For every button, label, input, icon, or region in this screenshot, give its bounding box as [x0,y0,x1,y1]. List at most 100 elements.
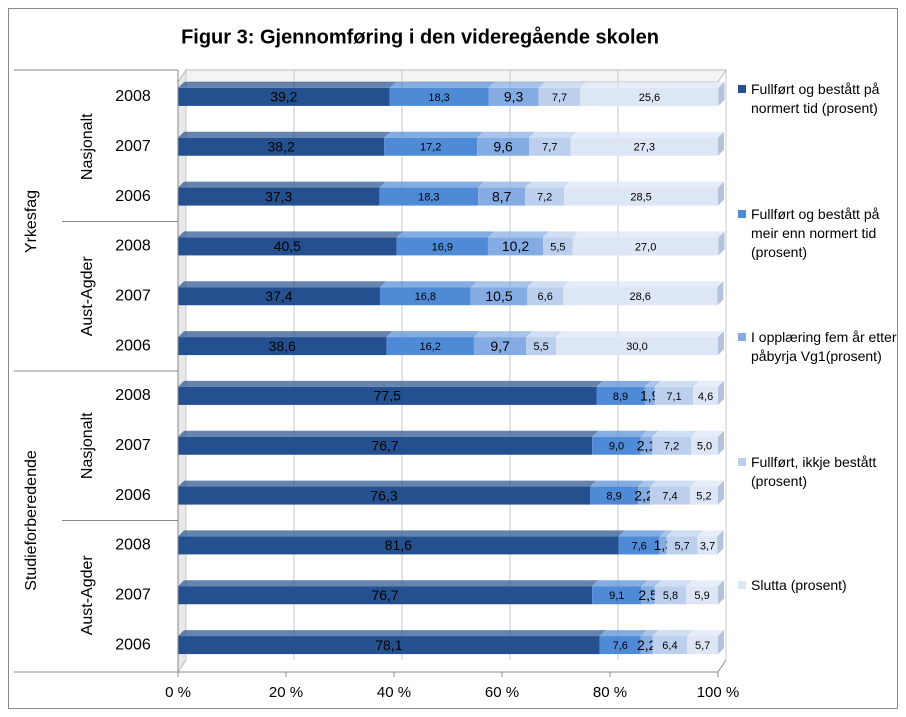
legend-swatch [738,333,746,341]
category-label: 2006 [115,337,151,354]
bar [686,586,718,605]
bar-top [178,231,403,238]
bar-top [689,480,724,487]
bar [396,237,488,256]
bar-top [538,81,587,88]
value-label: 5,7 [674,540,689,552]
bar [570,137,718,156]
value-label: 2,5 [638,587,658,603]
bar-top [527,281,570,288]
bar-top [529,131,577,138]
bar-top [526,331,562,338]
bar-top [659,530,673,537]
bar-top [640,630,659,637]
bar [599,636,641,655]
value-label: 5,9 [694,590,709,602]
bar [525,187,565,206]
value-label: 5,2 [696,490,711,502]
bar [487,237,544,256]
bar [526,337,556,356]
category-label: 2007 [115,138,151,155]
value-label: 5,8 [663,590,678,602]
bar [178,237,397,256]
subgroup-label: Aust-Agder [79,555,96,636]
bar [470,287,528,306]
bar [379,187,479,206]
category-label: 2008 [115,537,151,554]
bar-top [178,331,393,338]
value-label: 5,5 [534,341,549,353]
bar [527,287,564,306]
bar-top [652,630,694,637]
legend-swatch [738,210,746,218]
bar [596,386,645,405]
value-label: 76,7 [371,587,398,603]
value-label: 7,4 [662,490,677,502]
bar [178,536,619,555]
bar-top [556,331,724,338]
bar-top [386,331,480,338]
bar [659,536,667,555]
value-label: 28,5 [630,191,651,203]
value-label: 7,7 [552,92,567,104]
bar-side [718,331,724,356]
bar-top [687,630,724,637]
value-label: 8,9 [613,391,628,403]
bar-top [596,380,651,387]
bar [666,536,698,555]
bar-top [686,580,724,587]
value-label: 5,0 [697,441,712,453]
bar-top [693,380,724,387]
x-tick-label: 20 % [269,684,303,701]
bar-top [590,480,645,487]
bar-top [178,430,599,437]
value-label: 37,4 [265,288,292,304]
value-label: 8,7 [492,188,512,204]
bar-top [570,131,724,138]
bar-side [718,430,724,455]
value-label: 7,2 [537,191,552,203]
bar-top [697,530,724,537]
bar-side [718,81,725,106]
bar-top [488,81,545,88]
bar [572,237,719,256]
bar [178,586,593,605]
bar-top [384,131,484,138]
bar [178,636,600,655]
bar-side [717,281,724,306]
bar [693,386,718,405]
value-label: 9,7 [490,338,510,354]
x-axis-depth [717,659,727,673]
bar-top [543,231,579,238]
bar [178,436,593,455]
bar-top [638,480,656,487]
value-label: 4,6 [698,391,713,403]
bar [478,187,526,206]
bar [689,486,718,505]
bar-top [178,281,386,288]
bar [618,536,660,555]
bar [638,486,650,505]
value-label: 5,5 [550,241,565,253]
value-label: 7,7 [542,142,557,154]
bar-top [649,480,696,487]
bar-top [396,231,494,238]
bar [529,137,571,156]
bar [488,87,539,106]
value-label: 9,6 [493,138,513,154]
legend-entry: Fullført, ikkje bestått (prosent) [738,453,898,491]
bar [652,636,688,655]
bar [654,386,694,405]
value-label: 6,4 [662,640,677,652]
bar [654,586,687,605]
category-label: 2006 [115,487,151,504]
bar-top [389,81,495,88]
bar-side [717,530,724,555]
category-label: 2006 [115,636,151,653]
legend-entry: Fullført og bestått på normert tid (pros… [738,80,898,118]
bar-top [178,480,597,487]
value-label: 16,2 [419,341,440,353]
bar [477,137,529,156]
bar-top [178,181,386,188]
